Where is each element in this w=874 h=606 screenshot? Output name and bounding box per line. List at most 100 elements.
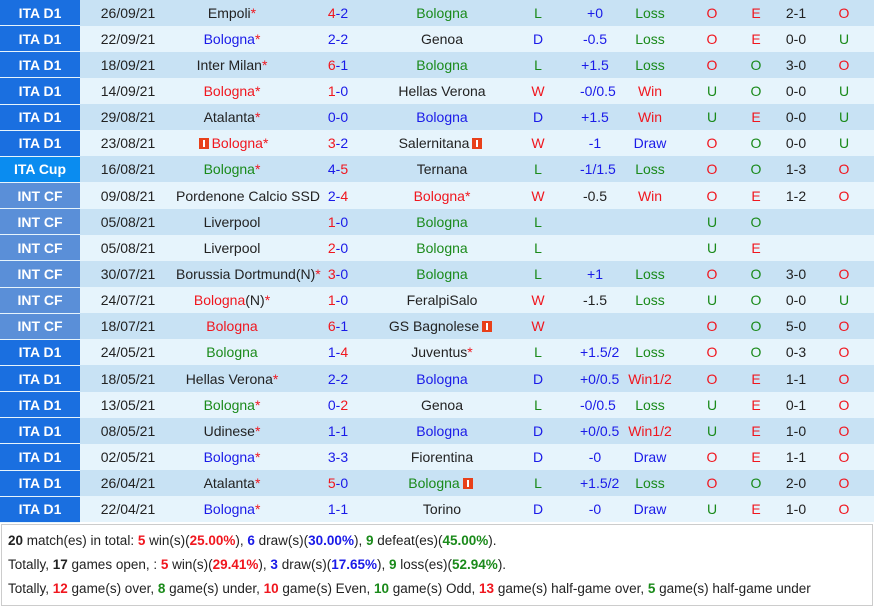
home-team-cell[interactable]: Bologna* — [176, 130, 288, 157]
score-cell[interactable]: 3-2 — [288, 130, 388, 157]
home-team[interactable]: Bologna — [206, 344, 258, 361]
home-team[interactable]: Bologna — [206, 318, 258, 335]
home-team[interactable]: Bologna — [193, 292, 246, 309]
away-team-cell[interactable]: Genoa — [388, 391, 496, 418]
away-team-cell[interactable]: Bologna — [388, 51, 496, 78]
home-team-cell[interactable]: Bologna — [176, 313, 288, 340]
league-cell[interactable]: ITA D1 — [0, 391, 80, 419]
away-team-cell[interactable]: Bologna — [388, 234, 496, 261]
home-team[interactable]: Bologna — [211, 135, 263, 152]
league-cell[interactable]: ITA D1 — [0, 339, 80, 366]
home-team-cell[interactable]: Bologna* — [176, 77, 288, 105]
league-cell[interactable]: ITA D1 — [0, 104, 80, 131]
home-team-cell[interactable]: Bologna* — [176, 443, 288, 471]
away-team-cell[interactable]: Bologna — [388, 104, 496, 131]
league-cell[interactable]: ITA D1 — [0, 365, 80, 393]
home-team[interactable]: Bologna — [203, 30, 255, 47]
league-cell[interactable]: ITA D1 — [0, 51, 80, 79]
league-cell[interactable]: ITA D1 — [0, 130, 80, 157]
score-cell[interactable]: 1-0 — [288, 208, 388, 235]
home-team-cell[interactable]: Bologna* — [176, 496, 288, 523]
league-cell[interactable]: ITA D1 — [0, 0, 80, 27]
home-team-cell[interactable]: Liverpool — [176, 208, 288, 235]
away-team[interactable]: Bologna — [416, 4, 468, 21]
score-cell[interactable]: 2-2 — [288, 365, 388, 392]
score-cell[interactable]: 0-0 — [288, 104, 388, 131]
away-team[interactable]: Juventus — [411, 344, 468, 361]
away-team[interactable]: Bologna — [416, 265, 468, 282]
away-team[interactable]: Torino — [422, 501, 462, 518]
home-team[interactable]: Liverpool — [203, 213, 261, 230]
score-cell[interactable]: 2-0 — [288, 234, 388, 261]
away-team[interactable]: Salernitana — [398, 135, 470, 152]
home-team[interactable]: Inter Milan — [196, 56, 262, 73]
home-team[interactable]: Atalanta — [203, 475, 255, 492]
home-team[interactable]: Udinese — [203, 422, 255, 439]
away-team-cell[interactable]: Bologna — [388, 417, 496, 444]
score-cell[interactable]: 2-4 — [288, 182, 388, 209]
league-cell[interactable]: ITA Cup — [0, 156, 80, 183]
home-team-cell[interactable]: Atalanta* — [176, 470, 288, 497]
league-cell[interactable]: ITA D1 — [0, 443, 80, 471]
home-team-cell[interactable]: Liverpool — [176, 234, 288, 261]
home-team[interactable]: Bologna — [203, 82, 255, 99]
score-cell[interactable]: 6-1 — [288, 51, 388, 78]
league-cell[interactable]: INT CF — [0, 287, 80, 314]
score-cell[interactable]: 5-0 — [288, 470, 388, 497]
home-team-cell[interactable]: Bologna* — [176, 391, 288, 418]
score-cell[interactable]: 2-2 — [288, 25, 388, 52]
away-team[interactable]: Bologna — [416, 370, 468, 387]
league-cell[interactable]: ITA D1 — [0, 496, 80, 523]
home-team[interactable]: Bologna — [203, 161, 255, 178]
home-team[interactable]: Bologna — [203, 501, 255, 518]
away-team[interactable]: GS Bagnolese — [388, 318, 480, 335]
away-team-cell[interactable]: Torino — [388, 496, 496, 523]
home-team[interactable]: Hellas Verona — [185, 370, 273, 387]
away-team[interactable]: Bologna — [413, 187, 465, 204]
home-team-cell[interactable]: Bologna* — [176, 25, 288, 52]
home-team-cell[interactable]: Hellas Verona* — [176, 365, 288, 392]
away-team[interactable]: Hellas Verona — [398, 82, 486, 99]
away-team-cell[interactable]: Juventus* — [388, 339, 496, 366]
league-cell[interactable]: INT CF — [0, 234, 80, 262]
away-team-cell[interactable]: Bologna — [388, 0, 496, 26]
away-team[interactable]: Genoa — [420, 396, 464, 413]
league-cell[interactable]: ITA D1 — [0, 77, 80, 105]
home-team[interactable]: Borussia Dortmund(N) — [176, 265, 316, 282]
away-team[interactable]: Ternana — [416, 161, 468, 178]
score-cell[interactable]: 3-0 — [288, 260, 388, 288]
home-team-cell[interactable]: Bologna — [176, 339, 288, 366]
away-team[interactable]: Bologna — [408, 475, 460, 492]
home-team-cell[interactable]: Bologna(N)* — [176, 287, 288, 314]
home-team-cell[interactable]: Empoli* — [176, 0, 288, 26]
away-team[interactable]: Bologna — [416, 56, 468, 73]
away-team-cell[interactable]: Bologna — [388, 365, 496, 392]
away-team[interactable]: Bologna — [416, 239, 468, 256]
score-cell[interactable]: 4-2 — [288, 0, 388, 26]
home-team[interactable]: Atalanta — [203, 109, 255, 126]
league-cell[interactable]: INT CF — [0, 313, 80, 340]
home-team[interactable]: Pordenone Calcio SSD — [176, 187, 320, 204]
away-team[interactable]: Bologna — [416, 213, 468, 230]
away-team-cell[interactable]: Ternana — [388, 156, 496, 183]
league-cell[interactable]: ITA D1 — [0, 470, 80, 497]
home-team[interactable]: Empoli — [207, 4, 251, 21]
away-team-cell[interactable]: Salernitana — [388, 130, 496, 157]
away-team-cell[interactable]: Bologna* — [388, 182, 496, 209]
away-team-cell[interactable]: Bologna — [388, 208, 496, 235]
home-team-cell[interactable]: Inter Milan* — [176, 51, 288, 78]
league-cell[interactable]: ITA D1 — [0, 417, 80, 445]
home-team-cell[interactable]: Udinese* — [176, 417, 288, 444]
score-cell[interactable]: 3-3 — [288, 443, 388, 471]
home-team-cell[interactable]: Borussia Dortmund(N)* — [176, 260, 321, 288]
away-team-cell[interactable]: GS Bagnolese — [388, 313, 496, 340]
away-team[interactable]: Bologna — [416, 109, 468, 126]
score-cell[interactable]: 0-2 — [288, 391, 388, 418]
home-team[interactable]: Liverpool — [203, 239, 261, 256]
away-team-cell[interactable]: FeralpiSalo — [388, 287, 496, 314]
home-team-cell[interactable]: Pordenone Calcio SSD — [176, 182, 320, 209]
away-team[interactable]: FeralpiSalo — [406, 292, 478, 309]
away-team-cell[interactable]: Bologna — [388, 260, 496, 288]
home-team-cell[interactable]: Atalanta* — [176, 104, 288, 131]
home-team-cell[interactable]: Bologna* — [176, 156, 288, 183]
